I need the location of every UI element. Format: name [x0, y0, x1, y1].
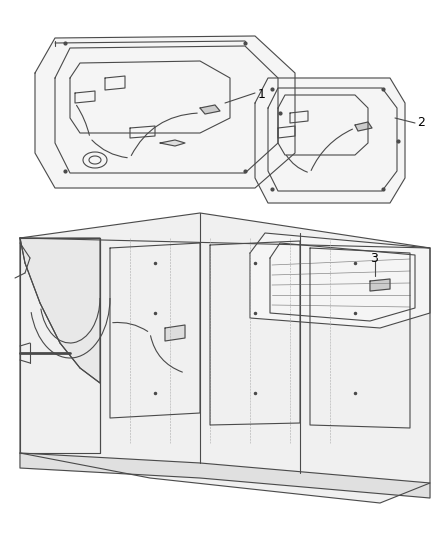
Text: 2: 2 — [417, 117, 425, 130]
Polygon shape — [35, 36, 295, 188]
Polygon shape — [160, 140, 185, 146]
Polygon shape — [255, 78, 405, 203]
Polygon shape — [250, 233, 430, 328]
Polygon shape — [355, 122, 372, 131]
Polygon shape — [370, 279, 390, 291]
Polygon shape — [20, 213, 430, 503]
Text: 1: 1 — [258, 87, 266, 101]
Polygon shape — [20, 453, 430, 498]
Polygon shape — [20, 238, 100, 383]
Polygon shape — [200, 105, 220, 114]
Text: 3: 3 — [370, 252, 378, 264]
Polygon shape — [165, 325, 185, 341]
